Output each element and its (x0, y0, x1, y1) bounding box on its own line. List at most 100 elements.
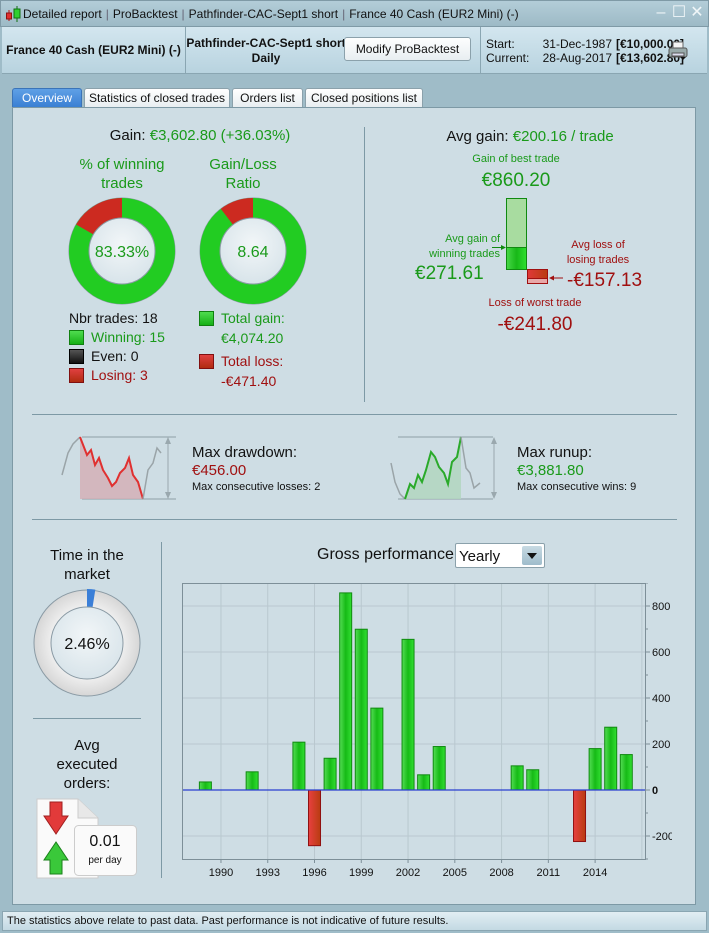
avg-gain-summary: Avg gain: €200.16 / trade (400, 128, 660, 145)
gain-loss-ratio-donut: 8.64 (199, 197, 307, 305)
maximize-icon[interactable]: ☐ (671, 4, 687, 21)
even-count: Even: 0 (91, 348, 139, 364)
title-separator: | (342, 7, 346, 21)
report-header: France 40 Cash (EUR2 Mini) (-) Pathfinde… (2, 27, 707, 74)
title-part: ProBacktest (112, 7, 178, 21)
window-title: Detailed report | ProBacktest | Pathfinder-C… (23, 7, 519, 21)
ratio-title-line: Gain/Loss (209, 156, 277, 173)
avg-loss-label-line: Avg loss of (571, 239, 625, 251)
total-loss-swatch (199, 354, 214, 369)
x-tick-label: 1993 (255, 867, 279, 879)
trade-range-graphic (492, 198, 563, 284)
strategy-info: Pathfinder-CAC-Sept1 short Daily (186, 36, 346, 66)
chart-bars (198, 592, 633, 847)
bar-1998 (339, 592, 353, 791)
bar-2015 (604, 726, 618, 791)
runup-value: €3,881.80 (517, 462, 584, 479)
runup-line (404, 436, 462, 500)
tab-closed-positions-list[interactable]: Closed positions list (305, 88, 423, 107)
time-in-market-donut: 2.46% (33, 589, 141, 697)
avg-win-label: Avg gain of winning trades (400, 232, 500, 262)
current-capital: [€13,602.80] (616, 51, 685, 65)
worst-trade-label: Loss of worst trade (488, 297, 582, 309)
bar-1989 (198, 781, 212, 791)
avg-loss-bar (527, 269, 548, 279)
bar-2014 (588, 748, 602, 791)
winning-pct-title-line: % of winning (79, 156, 165, 173)
title-part: France 40 Cash (EUR2 Mini) (-) (349, 7, 519, 21)
tab-orders-list[interactable]: Orders list (232, 88, 303, 107)
x-tick-label: 1996 (302, 867, 326, 879)
chevron-down-icon[interactable] (522, 546, 542, 565)
bar-2013 (573, 789, 587, 843)
x-tick-label: 2005 (443, 867, 467, 879)
start-capital: [€10,000.00] (616, 37, 685, 51)
printer-icon[interactable] (668, 41, 688, 61)
avg-win-label-line: winning trades (429, 248, 500, 260)
avg-orders-title-line: executed (56, 756, 118, 773)
orders-document-icon (36, 798, 137, 879)
worst-trade-value: -€241.80 (497, 314, 573, 335)
x-tick-label: 1999 (349, 867, 373, 879)
even-legend-swatch (69, 349, 84, 364)
winning-pct-title-line: trades (101, 175, 143, 192)
title-part: Pathfinder-CAC-Sept1 short (188, 7, 339, 21)
winning-pct-title: % of winning trades (62, 155, 182, 193)
loss-arc (220, 198, 254, 226)
period-dropdown[interactable]: Yearly (455, 543, 545, 568)
avg-loss-value: -€157.13 (567, 270, 643, 291)
bar-1992 (245, 771, 259, 791)
x-tick-label: 2014 (583, 867, 607, 879)
y-tick-label: 400 (652, 693, 670, 705)
consecutive-losses: Max consecutive losses: 2 (192, 481, 321, 493)
nbr-trades: Nbr trades: 18 (69, 310, 158, 326)
gross-performance-label: Gross performance (317, 546, 454, 563)
drawdown-label: Max drawdown: (192, 444, 298, 461)
total-loss-value: -€471.40 (221, 373, 277, 389)
best-trade-label: Gain of best trade (472, 153, 560, 165)
avg-orders-title-line: orders: (63, 775, 111, 792)
best-trade-value: €860.20 (481, 170, 551, 191)
drawdown-sparkline (61, 436, 176, 500)
bar-2003 (417, 774, 431, 791)
ratio-title: Gain/Loss Ratio (183, 155, 303, 193)
ratio-title-line: Ratio (225, 175, 261, 192)
winning-pct-donut: 83.33% (68, 197, 176, 305)
avg-win-value: €271.61 (415, 263, 484, 284)
drawdown-value: €456.00 (192, 462, 247, 479)
avg-executed-orders-title: Avg executed orders: (32, 736, 142, 793)
avg-gain-label: Avg gain: (446, 128, 509, 145)
strategy-cell: Pathfinder-CAC-Sept1 short Daily Modify … (186, 27, 481, 73)
modify-probacktest-button[interactable]: Modify ProBacktest (344, 37, 471, 61)
instrument-name: France 40 Cash (EUR2 Mini) (-) (2, 27, 186, 73)
y-tick-label: 800 (652, 601, 670, 613)
total-gain-swatch (199, 311, 214, 326)
section-divider (33, 718, 141, 719)
close-icon[interactable]: ✕ (690, 4, 704, 21)
bar-2000 (370, 707, 384, 791)
losing-count: Losing: 3 (91, 367, 148, 383)
x-tick-label: 2011 (537, 867, 561, 879)
section-divider (32, 414, 677, 415)
bar-1996 (308, 789, 322, 847)
total-gain-label: Total gain: (221, 310, 285, 326)
bar-1999 (354, 628, 368, 791)
total-gain-value: €4,074.20 (221, 330, 284, 346)
bar-2010 (526, 769, 540, 791)
avg-gain-value: €200.16 / trade (512, 128, 614, 145)
period-selected-value: Yearly (459, 548, 501, 565)
candlestick-app-icon (6, 6, 21, 22)
minimize-icon[interactable]: – (656, 4, 666, 21)
gain-summary: Gain: €3,602.80 (+36.03%) (60, 127, 340, 144)
losing-legend-swatch (69, 368, 84, 383)
current-label: Current: (486, 51, 530, 65)
avg-orders-unit: per day (88, 855, 122, 866)
gain-label: Gain: (109, 127, 146, 144)
tab-statistics-closed-trades[interactable]: Statistics of closed trades (84, 88, 230, 107)
losing-arc (76, 198, 123, 235)
backtest-dates: Start: 31-Dec-1987 [€10,000.00] Current: 28… (486, 37, 684, 65)
avg-orders-title-line: Avg (74, 737, 100, 754)
winning-count: Winning: 15 (91, 329, 165, 345)
winning-legend-swatch (69, 330, 84, 345)
tab-overview[interactable]: Overview (12, 88, 82, 107)
